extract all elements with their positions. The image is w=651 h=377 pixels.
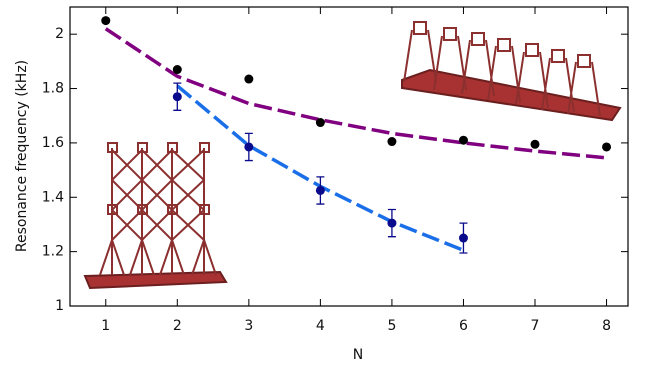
x-tick-label: 1	[101, 318, 110, 334]
x-tick-label: 8	[602, 318, 611, 334]
data-point	[244, 75, 253, 84]
y-tick-label: 1.2	[42, 244, 64, 260]
data-point	[387, 137, 396, 146]
data-point	[244, 142, 253, 151]
data-point	[459, 234, 468, 243]
data-point	[101, 16, 110, 25]
x-tick-label: 4	[316, 318, 325, 334]
x-tick-label: 5	[387, 318, 396, 334]
data-point	[602, 142, 611, 151]
inset-row-frames	[402, 22, 620, 120]
data-point	[173, 65, 182, 74]
data-point	[387, 219, 396, 228]
x-tick-label: 2	[173, 318, 182, 334]
x-tick-label: 6	[459, 318, 468, 334]
y-tick-label: 1.6	[42, 135, 64, 151]
plot-frame	[70, 7, 628, 306]
y-axis-label: Resonance frequency (kHz)	[14, 60, 30, 252]
data-point	[316, 118, 325, 127]
data-point	[531, 140, 540, 149]
fit-line	[177, 86, 463, 250]
data-point	[173, 92, 182, 101]
y-tick-label: 2	[55, 26, 64, 42]
y-tick-label: 1.4	[42, 189, 64, 205]
x-axis-label: N	[353, 347, 363, 363]
data-point	[459, 136, 468, 145]
inset-tall-lattice	[85, 143, 226, 288]
y-tick-label: 1	[55, 298, 64, 314]
x-tick-label: 3	[244, 318, 253, 334]
chart: N Resonance frequency (kHz) 1 2 3 4 5 6 7 8 1 1.2…	[0, 0, 651, 373]
y-tick-label: 1.8	[42, 81, 64, 97]
x-tick-label: 7	[531, 318, 540, 334]
data-point	[316, 186, 325, 195]
